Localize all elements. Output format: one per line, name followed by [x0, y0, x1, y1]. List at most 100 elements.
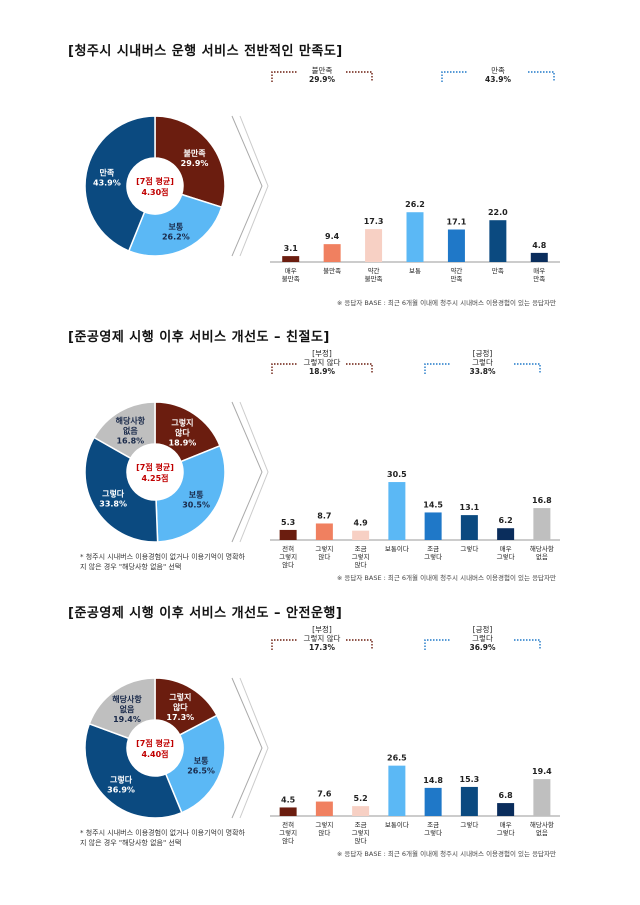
bar — [533, 508, 551, 540]
pie-label: 해당사항 없음 — [116, 416, 146, 436]
pie-value: 33.8% — [99, 499, 127, 508]
section-title: [준공영제 시행 이후 서비스 개선도 – 안전운행] — [68, 606, 343, 621]
bar — [388, 765, 406, 816]
bar-value-label: 5.3 — [281, 518, 295, 527]
bar — [315, 523, 333, 540]
bar-value-label: 14.5 — [423, 500, 443, 509]
bar-category-label: 조금 그렇지 않다 — [352, 545, 370, 569]
arrow-chevron-icon — [239, 115, 269, 257]
bar-value-label: 4.5 — [281, 795, 296, 804]
bar — [315, 801, 333, 816]
average-label: [7점 평균] — [136, 738, 174, 748]
arrow-chevron-icon — [231, 115, 263, 257]
group-label: [부정] 그렇지 않다 — [304, 348, 341, 367]
pie-value: 19.4% — [113, 715, 141, 724]
bar-value-label: 13.1 — [460, 503, 480, 512]
group-value: 17.3% — [309, 643, 336, 652]
pie-slice — [155, 444, 226, 543]
group-value: 29.9% — [309, 75, 336, 84]
group-value: 36.9% — [469, 643, 496, 652]
bar — [460, 786, 478, 816]
pie-label: 그렇지 않다 — [169, 692, 191, 712]
pie-value: 43.9% — [93, 179, 121, 188]
bar-category-label: 보통이다 — [385, 544, 409, 553]
bar-category-label: 매우 그렇다 — [497, 545, 515, 561]
bar-category-label: 전혀 그렇지 않다 — [279, 544, 297, 569]
pie-slice — [84, 115, 156, 252]
bar — [352, 806, 370, 816]
average-label: [7점 평균] — [136, 176, 174, 186]
pie-slice — [84, 436, 159, 543]
bar — [282, 256, 300, 262]
bar-value-label: 19.4 — [532, 767, 552, 776]
bar — [497, 528, 515, 540]
pie-slice — [84, 722, 183, 819]
pie-slice — [127, 193, 223, 257]
group-bracket — [346, 639, 373, 650]
group-bracket — [271, 363, 298, 374]
bar-value-label: 3.1 — [284, 244, 299, 253]
group-label: [부정] 그렇지 않다 — [304, 624, 341, 643]
bar-category-label: 그렇다 — [460, 820, 478, 829]
bar-category-label: 그렇지 않다 — [315, 544, 333, 561]
group-value: 18.9% — [309, 367, 336, 376]
pie-value: 17.3% — [166, 713, 194, 722]
section-title: [준공영제 시행 이후 서비스 개선도 – 친절도] — [68, 330, 330, 345]
bar-category-label: 해당사항 없음 — [530, 544, 554, 561]
pie-value: 16.8% — [116, 437, 144, 446]
bar — [323, 244, 341, 262]
chart-section: [준공영제 시행 이후 서비스 개선도 – 친절도] 그렇지 않다 18.9% 보통 30… — [0, 326, 640, 606]
pie-label: 만족 — [100, 168, 115, 178]
bar — [530, 252, 548, 262]
arrow-chevron-icon — [231, 677, 263, 819]
bar-value-label: 17.1 — [447, 218, 467, 227]
group-label: [긍정] 그렇다 — [472, 624, 493, 643]
group-value: 33.8% — [469, 367, 496, 376]
pie-label: 불만족 — [184, 148, 207, 158]
arrow-chevron-icon — [231, 401, 263, 543]
bar — [497, 803, 515, 816]
group-bracket — [441, 71, 468, 82]
pie-value: 26.2% — [162, 232, 190, 241]
arrow-chevron-icon — [239, 677, 269, 819]
arrow-chevron-icon — [239, 401, 269, 543]
bar-value-label: 15.3 — [460, 775, 480, 784]
bar-category-label: 조금 그렇지 않다 — [352, 821, 370, 845]
bar-category-label: 약간 만족 — [450, 266, 462, 283]
section-title: [청주시 시내버스 운행 서비스 전반적인 만족도] — [68, 44, 343, 59]
footnote: * 청주시 시내버스 이용경험이 없거나 이용기억이 명확하지 않은 경우 "해… — [80, 553, 245, 571]
bar-category-label: 매우 만족 — [533, 267, 545, 283]
group-bracket — [528, 71, 555, 82]
bar-category-label: 그렇다 — [460, 544, 478, 553]
bar-category-label: 해당사항 없음 — [530, 820, 554, 837]
bar-category-label: 만족 — [492, 266, 504, 275]
bar-value-label: 26.5 — [387, 754, 407, 763]
bar — [279, 529, 297, 540]
bar-value-label: 4.9 — [354, 519, 369, 528]
bar-value-label: 16.8 — [532, 496, 552, 505]
group-bracket — [271, 639, 298, 650]
bar-category-label: 불만족 — [323, 266, 341, 275]
group-bracket — [424, 639, 451, 650]
pie-slice — [93, 401, 156, 460]
bar-value-label: 6.2 — [499, 516, 513, 525]
pie-slice — [164, 714, 226, 814]
bar-value-label: 8.7 — [317, 511, 331, 520]
pie-slice — [88, 677, 156, 740]
bar-category-label: 조금 그렇다 — [424, 821, 442, 837]
bar-category-label: 매우 불만족 — [282, 267, 300, 283]
pie-value: 29.9% — [181, 159, 209, 168]
average-value: 4.25점 — [141, 473, 168, 483]
bar-value-label: 26.2 — [405, 200, 425, 209]
group-bracket — [346, 71, 373, 82]
bar-value-label: 22.0 — [488, 208, 508, 217]
pie-value: 18.9% — [169, 438, 197, 447]
group-bracket — [424, 363, 451, 374]
pie-label: 보통 — [168, 221, 183, 231]
chart-section: [청주시 시내버스 운행 서비스 전반적인 만족도] 불만족 29.9% 보통 26.2… — [0, 40, 640, 320]
footnote: * 청주시 시내버스 이용경험이 없거나 이용기억이 명확하지 않은 경우 "해… — [80, 829, 245, 847]
group-label: 만족 — [491, 66, 505, 75]
bar — [533, 779, 551, 816]
